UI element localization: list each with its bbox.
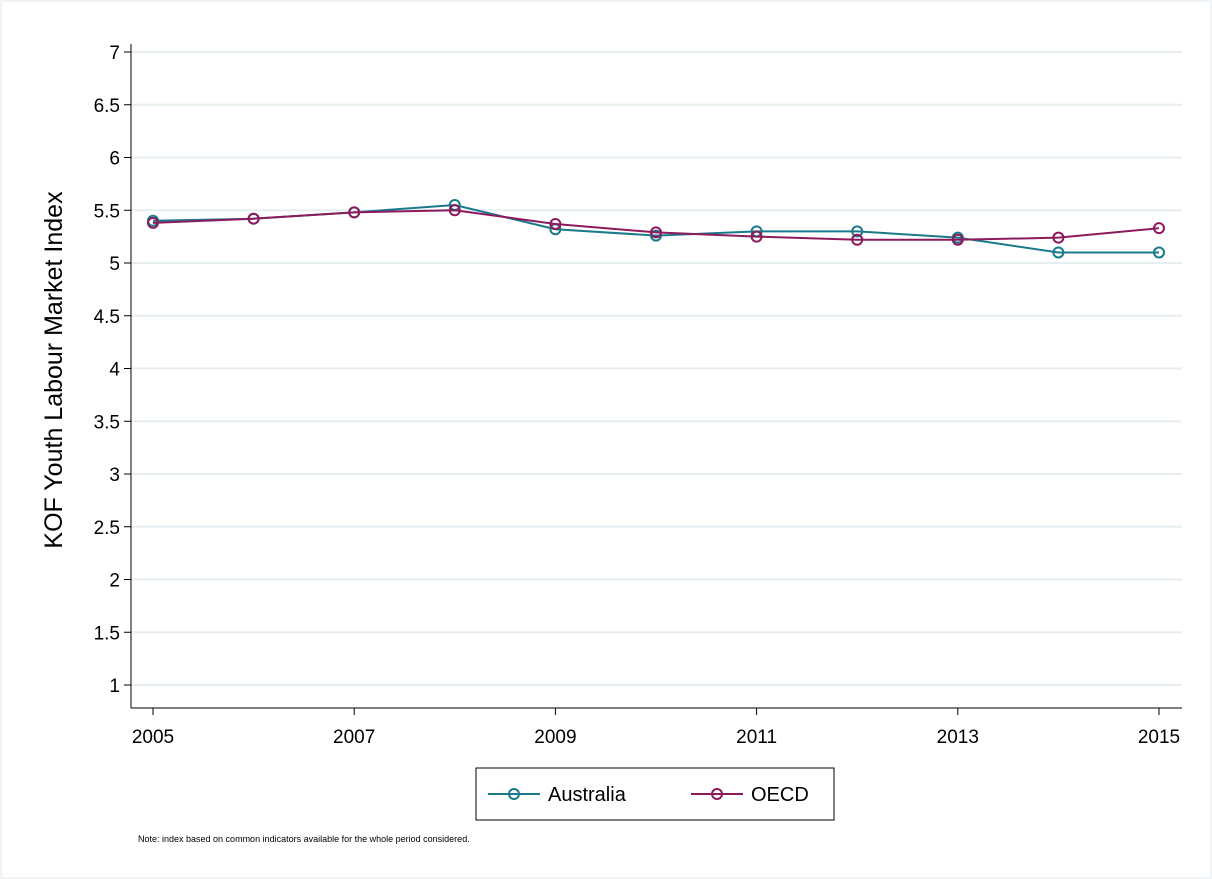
legend-label-australia: Australia <box>548 784 627 806</box>
data-point-oecd <box>147 216 159 229</box>
data-point-australia <box>1153 246 1165 259</box>
x-tick-label: 2013 <box>937 727 979 748</box>
y-tick-label: 2.5 <box>94 518 120 539</box>
y-axis-title: KOF Youth Labour Market Index <box>40 191 68 549</box>
data-point-australia <box>851 225 864 238</box>
data-point-oecd <box>348 206 361 219</box>
y-tick-label: 3 <box>109 465 120 486</box>
y-tick-label: 5.5 <box>94 201 120 222</box>
y-tick-label: 2 <box>109 571 120 592</box>
y-tick-label: 5 <box>109 254 120 275</box>
x-tick-label: 2007 <box>333 727 375 748</box>
data-point-oecd <box>1052 231 1065 244</box>
series <box>147 198 1165 259</box>
gridlines <box>131 51 1182 686</box>
y-tick-label: 6 <box>109 149 120 170</box>
data-point-oecd <box>1153 222 1165 235</box>
legend-label-oecd: OECD <box>751 784 809 806</box>
y-tick-label: 7 <box>109 43 120 64</box>
y-tick-label: 1 <box>109 676 120 697</box>
x-tick-label: 2015 <box>1138 727 1180 748</box>
data-point-oecd <box>951 233 964 246</box>
x-tick-label: 2009 <box>534 727 576 748</box>
data-point-australia <box>1052 246 1065 259</box>
x-tick-label: 2005 <box>132 727 174 748</box>
axes: 1 1.5 2 2.5 3 3.5 4 4.5 5 5.5 6 6.5 7 2005 2007 2009 201… <box>94 43 1182 748</box>
y-tick-label: 4.5 <box>94 307 120 328</box>
data-point-oecd <box>448 204 461 217</box>
y-tick-label: 3.5 <box>94 412 120 433</box>
legend-marker-oecd <box>711 788 723 800</box>
data-point-oecd <box>247 212 260 225</box>
y-tick-label: 6.5 <box>94 96 120 117</box>
data-point-oecd <box>549 217 562 230</box>
legend-marker-australia <box>508 788 520 800</box>
data-point-oecd <box>650 226 662 239</box>
y-tick-label: 1.5 <box>94 623 120 644</box>
data-point-oecd <box>750 230 763 243</box>
data-point-oecd <box>851 233 864 246</box>
y-tick-label: 4 <box>109 360 120 381</box>
x-tick-label: 2011 <box>736 727 777 748</box>
legend: Australia OECD <box>475 767 835 821</box>
series-line-oecd <box>152 209 1160 241</box>
note-text: Note: index based on common indicators a… <box>138 834 470 844</box>
